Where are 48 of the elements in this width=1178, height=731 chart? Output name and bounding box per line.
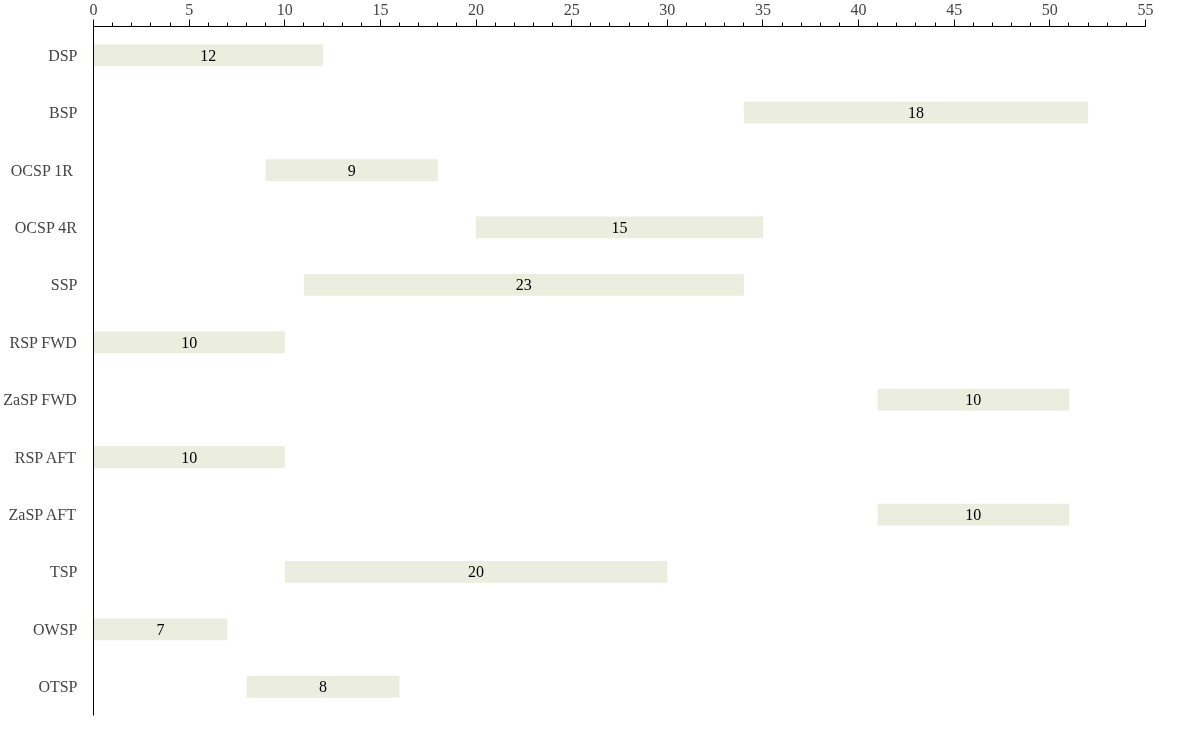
data-label: 20 <box>468 563 485 581</box>
x-tick-label: 25 <box>563 0 580 18</box>
bar <box>877 388 1069 411</box>
y-tick-label: SSP <box>50 276 78 294</box>
data-label: 10 <box>965 506 982 524</box>
bar <box>476 216 763 239</box>
y-tick-label: BSP <box>49 104 78 122</box>
x-tick-label: 20 <box>468 0 485 18</box>
bar <box>93 446 285 469</box>
bar <box>265 159 438 181</box>
bar <box>303 273 744 296</box>
bar <box>877 503 1069 526</box>
x-tick-label: 55 <box>1137 0 1154 18</box>
x-tick-label: 50 <box>1041 0 1058 18</box>
data-label: 9 <box>347 161 356 179</box>
bar <box>93 618 228 641</box>
data-label: 10 <box>965 391 982 409</box>
bar <box>284 561 668 583</box>
data-label: 18 <box>907 104 924 122</box>
data-label: 10 <box>181 448 198 466</box>
data-label: 12 <box>200 46 217 64</box>
data-label: 15 <box>611 218 628 236</box>
y-tick-label: OCSP 1R <box>10 161 74 179</box>
data-label: 10 <box>181 333 198 351</box>
y-tick-label: TSP <box>49 563 78 581</box>
x-tick-label: 35 <box>754 0 771 18</box>
data-label: 23 <box>515 276 532 294</box>
y-tick-label: RSP FWD <box>9 333 77 351</box>
x-tick-label: 0 <box>89 0 98 18</box>
data-label: 8 <box>319 678 328 696</box>
y-tick-label: RSP AFT <box>14 448 77 466</box>
x-tick-label: 10 <box>276 0 293 18</box>
y-tick-label: OTSP <box>38 678 78 696</box>
x-tick-label: 40 <box>850 0 867 18</box>
bar <box>743 101 1089 124</box>
y-tick-label: ZaSP AFT <box>8 506 77 524</box>
x-tick-label: 15 <box>372 0 389 18</box>
bar <box>93 331 285 354</box>
y-tick-label: OCSP 4R <box>14 218 78 236</box>
y-tick-label: OWSP <box>33 620 78 638</box>
y-tick-label: DSP <box>48 46 78 64</box>
y-tick-label: ZaSP FWD <box>3 391 77 409</box>
x-tick-label: 45 <box>946 0 963 18</box>
x-tick-label: 5 <box>185 0 194 18</box>
bar <box>93 44 324 67</box>
x-tick-label: 30 <box>659 0 676 18</box>
bar <box>246 675 400 698</box>
data-label: 7 <box>156 620 165 638</box>
